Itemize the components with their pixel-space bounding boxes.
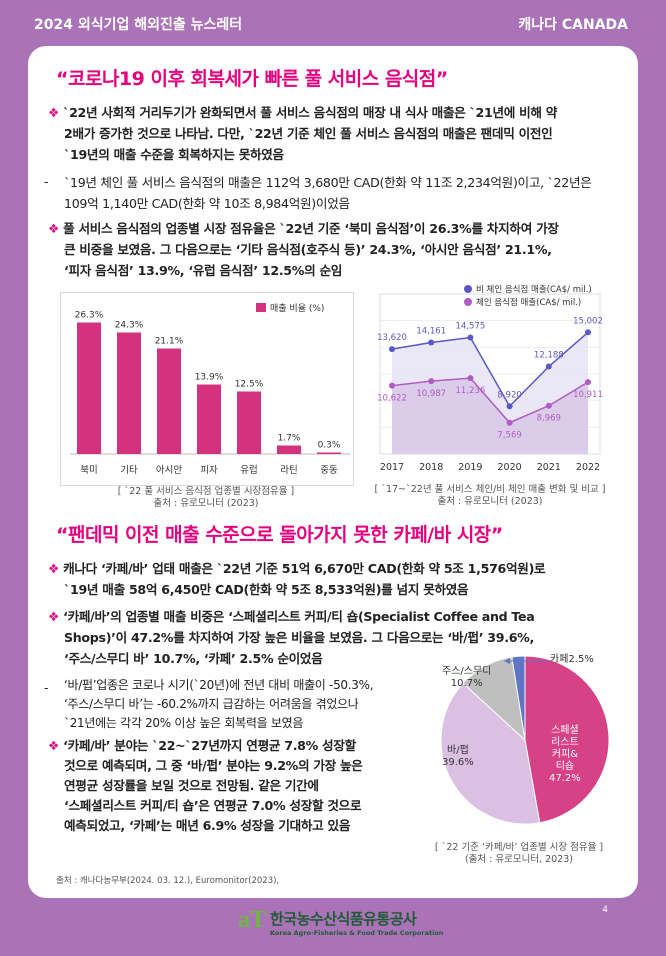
pie-label-coffee: 스페셜 리스트 커피& 티숍 47.2% — [549, 725, 581, 784]
section2-bullet3: ❖ ‘카페/바’ 분야는 `22~`27년까지 연평균 7.8% 성장할 것으로… — [48, 738, 363, 833]
newsletter-title: 2024 외식기업 해외진출 뉴스레터 — [34, 17, 243, 33]
line-point — [467, 375, 474, 382]
line-x-tick-label: 2021 — [537, 462, 561, 473]
line-series — [391, 331, 589, 408]
line-x-tick-label: 2017 — [380, 462, 404, 473]
section1-title: “코로나19 이후 회복세가 빠른 풀 서비스 음식점” — [56, 68, 448, 90]
bar — [277, 445, 301, 454]
pie-label-juice: 주스/스무디 10.7% — [442, 666, 492, 689]
line-point — [389, 382, 395, 389]
kati-logo: aT 한국농수산식품유통공사 Korea Agro-Fisheries & Fo… — [238, 906, 444, 938]
line-point — [467, 334, 474, 341]
pie-chart — [440, 655, 610, 825]
bar-value-label: 13.9% — [195, 373, 224, 383]
line-series — [391, 377, 589, 424]
bar-category-label: 아시안 — [156, 465, 182, 476]
line-value-label: 8,920 — [497, 390, 521, 400]
line-x-tick-label: 2019 — [458, 462, 482, 473]
line-value-label: 10,622 — [377, 394, 407, 404]
line-value-label: 14,161 — [416, 327, 446, 337]
page-number: 4 — [602, 905, 608, 915]
diamond-bullet-icon: ❖ — [48, 738, 59, 753]
bar-category-label: 북미 — [80, 465, 97, 476]
section2-bullet2: ❖ ‘카페/바’의 업종별 매출 비중은 ‘스페셜리스트 커피/티 숍(Spec… — [48, 609, 535, 666]
bar-category-label: 피자 — [200, 465, 218, 476]
bar — [317, 452, 341, 454]
logo-name-ko: 한국농수산식품유통공사 — [270, 910, 417, 928]
line-point — [585, 329, 591, 336]
line-value-label: 14,575 — [456, 322, 486, 332]
section2-bullet1: ❖ 캐나다 ‘카페/바’ 업태 매출은 `22년 기준 51억 6,670만 C… — [48, 561, 546, 597]
line-point — [428, 339, 435, 346]
section1-bullet2: ❖ 풀 서비스 음식점의 업종별 시장 점유율은 `22년 기준 ‘북미 음식점… — [48, 221, 559, 278]
pie-chart-caption: [ `22 기준 ‘카페/바’ 업종별 시장 점유율 ] (출처 : 유로모니터… — [434, 842, 604, 865]
pie-slice — [440, 682, 541, 825]
country-label: 캐나다 CANADA — [518, 17, 628, 33]
line-chart-caption: [ `17~`22년 풀 서비스 체인/비 체인 매출 변화 및 비교 ] 출처… — [374, 484, 606, 507]
line-area — [392, 378, 588, 454]
bar — [237, 391, 261, 454]
line-value-label: 10,987 — [416, 389, 446, 399]
bar-value-label: 12.5% — [235, 380, 264, 390]
line-point — [545, 363, 552, 370]
line-legend-label: 체인 음식점 매출(CA$/ mil.) — [476, 297, 581, 308]
bar-value-label: 24.3% — [115, 321, 144, 331]
bar-category-label: 라틴 — [280, 465, 297, 476]
diamond-bullet-icon: ❖ — [48, 221, 59, 236]
diamond-bullet-icon: ❖ — [48, 105, 59, 120]
line-point — [506, 419, 513, 426]
line-value-label: 7,569 — [497, 431, 521, 441]
bar — [197, 384, 221, 454]
dash-icon: - — [44, 174, 49, 189]
pie-leader-arrow — [504, 658, 510, 664]
bar — [157, 348, 181, 454]
logo-name-en: Korea Agro-Fisheries & Food Trade Corpor… — [270, 929, 444, 937]
bar — [77, 322, 101, 454]
line-point — [545, 402, 552, 409]
diamond-bullet-icon: ❖ — [48, 561, 59, 576]
section1-dash1: `19년 체인 풀 서비스 음식점의 매출은 112억 3,680만 CAD(한… — [64, 175, 592, 211]
pie-label-bar: 바/펍 39.6% — [442, 745, 474, 768]
line-x-tick-label: 2020 — [498, 462, 522, 473]
line-point — [428, 378, 435, 385]
line-value-label: 8,969 — [537, 414, 561, 424]
line-point — [506, 403, 513, 410]
bar-category-label: 중동 — [320, 465, 338, 476]
bar-value-label: 0.3% — [318, 441, 341, 451]
bar-category-label: 유럽 — [240, 465, 257, 476]
bar-legend-label: 매출 비율 (%) — [270, 303, 324, 314]
line-value-label: 15,002 — [573, 316, 603, 326]
section2-dash1: ‘바/펍’업종은 코로나 시기(`20년)에 전년 대비 매출이 -50.3%,… — [64, 678, 374, 730]
line-value-label: 11,236 — [456, 386, 486, 396]
line-chart: 13,620 14,161 14,575 8,920 12,188 15,002 10,62… — [377, 284, 603, 473]
line-value-label: 12,188 — [534, 351, 564, 361]
footer-source: 출처 : 캐나다농무부(2024. 03. 12.), Euromonitor(… — [56, 876, 280, 886]
line-value-label: 13,620 — [377, 333, 407, 343]
line-legend-marker — [464, 298, 472, 306]
line-value-label: 10,911 — [573, 390, 603, 400]
pie-label-cafe: 카페2.5% — [550, 654, 594, 665]
bar — [117, 332, 141, 454]
line-x-tick-label: 2022 — [576, 462, 600, 473]
line-x-tick-label: 2018 — [419, 462, 443, 473]
bar-chart-caption: [ `22 풀 서비스 음식점 업종별 시장점유율 ] 출처 : 유로모니터 (… — [117, 486, 295, 509]
pie-slice — [511, 655, 526, 741]
bar-chart: 매출 비율 (%) 26.3% 북미 24.3% 기타 21.1% 아시안 13.9% 피자 12… — [70, 303, 350, 476]
bar-value-label: 1.7% — [278, 434, 301, 444]
bar-category-label: 기타 — [120, 465, 138, 476]
section1-bullet1: ❖ `22년 사회적 거리두기가 완화되면서 풀 서비스 음식점의 매장 내 식… — [48, 105, 558, 162]
bar-legend-swatch — [256, 303, 266, 312]
line-point — [585, 379, 591, 386]
pie-slice — [524, 655, 610, 824]
bar-value-label: 26.3% — [75, 311, 104, 321]
dash-icon: - — [44, 680, 49, 695]
at-logo-icon: aT — [238, 906, 267, 933]
section2-title: “팬데믹 이전 매출 수준으로 돌아가지 못한 카페/바 시장” — [56, 524, 503, 546]
bar-value-label: 21.1% — [155, 337, 184, 347]
line-point — [389, 346, 395, 353]
diamond-bullet-icon: ❖ — [48, 609, 59, 624]
line-legend-marker — [464, 285, 472, 293]
line-legend-label: 비 체인 음식점 매출(CA$/ mil.) — [476, 284, 592, 295]
